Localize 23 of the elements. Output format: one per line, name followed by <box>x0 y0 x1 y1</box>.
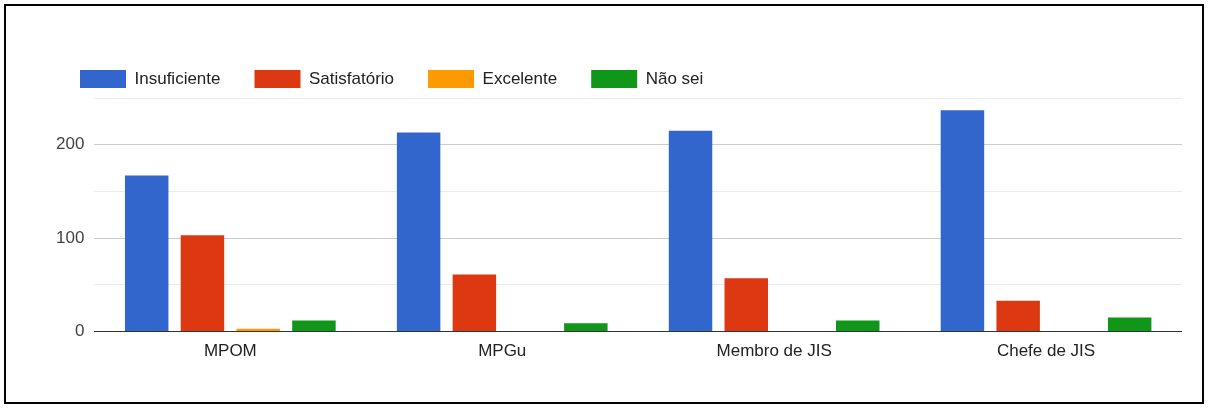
x-tick-label: Membro de JIS <box>716 341 832 361</box>
legend-label: Satisfatório <box>309 68 395 88</box>
bar <box>180 235 225 332</box>
x-tick-label: Chefe de JIS <box>996 341 1096 361</box>
bar <box>564 323 608 332</box>
y-tick-label: 200 <box>55 134 85 154</box>
legend-label: Excelente <box>482 68 558 88</box>
y-tick-label: 0 <box>74 321 85 341</box>
bar <box>940 110 985 332</box>
bar <box>396 132 441 332</box>
legend-label: Insuficiente <box>134 68 221 88</box>
legend-label: Não sei <box>645 68 704 88</box>
x-tick-label: MPGu <box>478 341 527 361</box>
x-tick-label: MPOM <box>203 341 257 361</box>
bar <box>724 278 769 332</box>
bar <box>836 320 880 332</box>
bar <box>124 175 169 332</box>
y-tick-label: 100 <box>55 227 85 247</box>
bar <box>292 320 336 332</box>
bar <box>996 300 1040 332</box>
bar <box>668 130 713 332</box>
bar <box>1107 317 1152 332</box>
bar <box>452 274 497 332</box>
